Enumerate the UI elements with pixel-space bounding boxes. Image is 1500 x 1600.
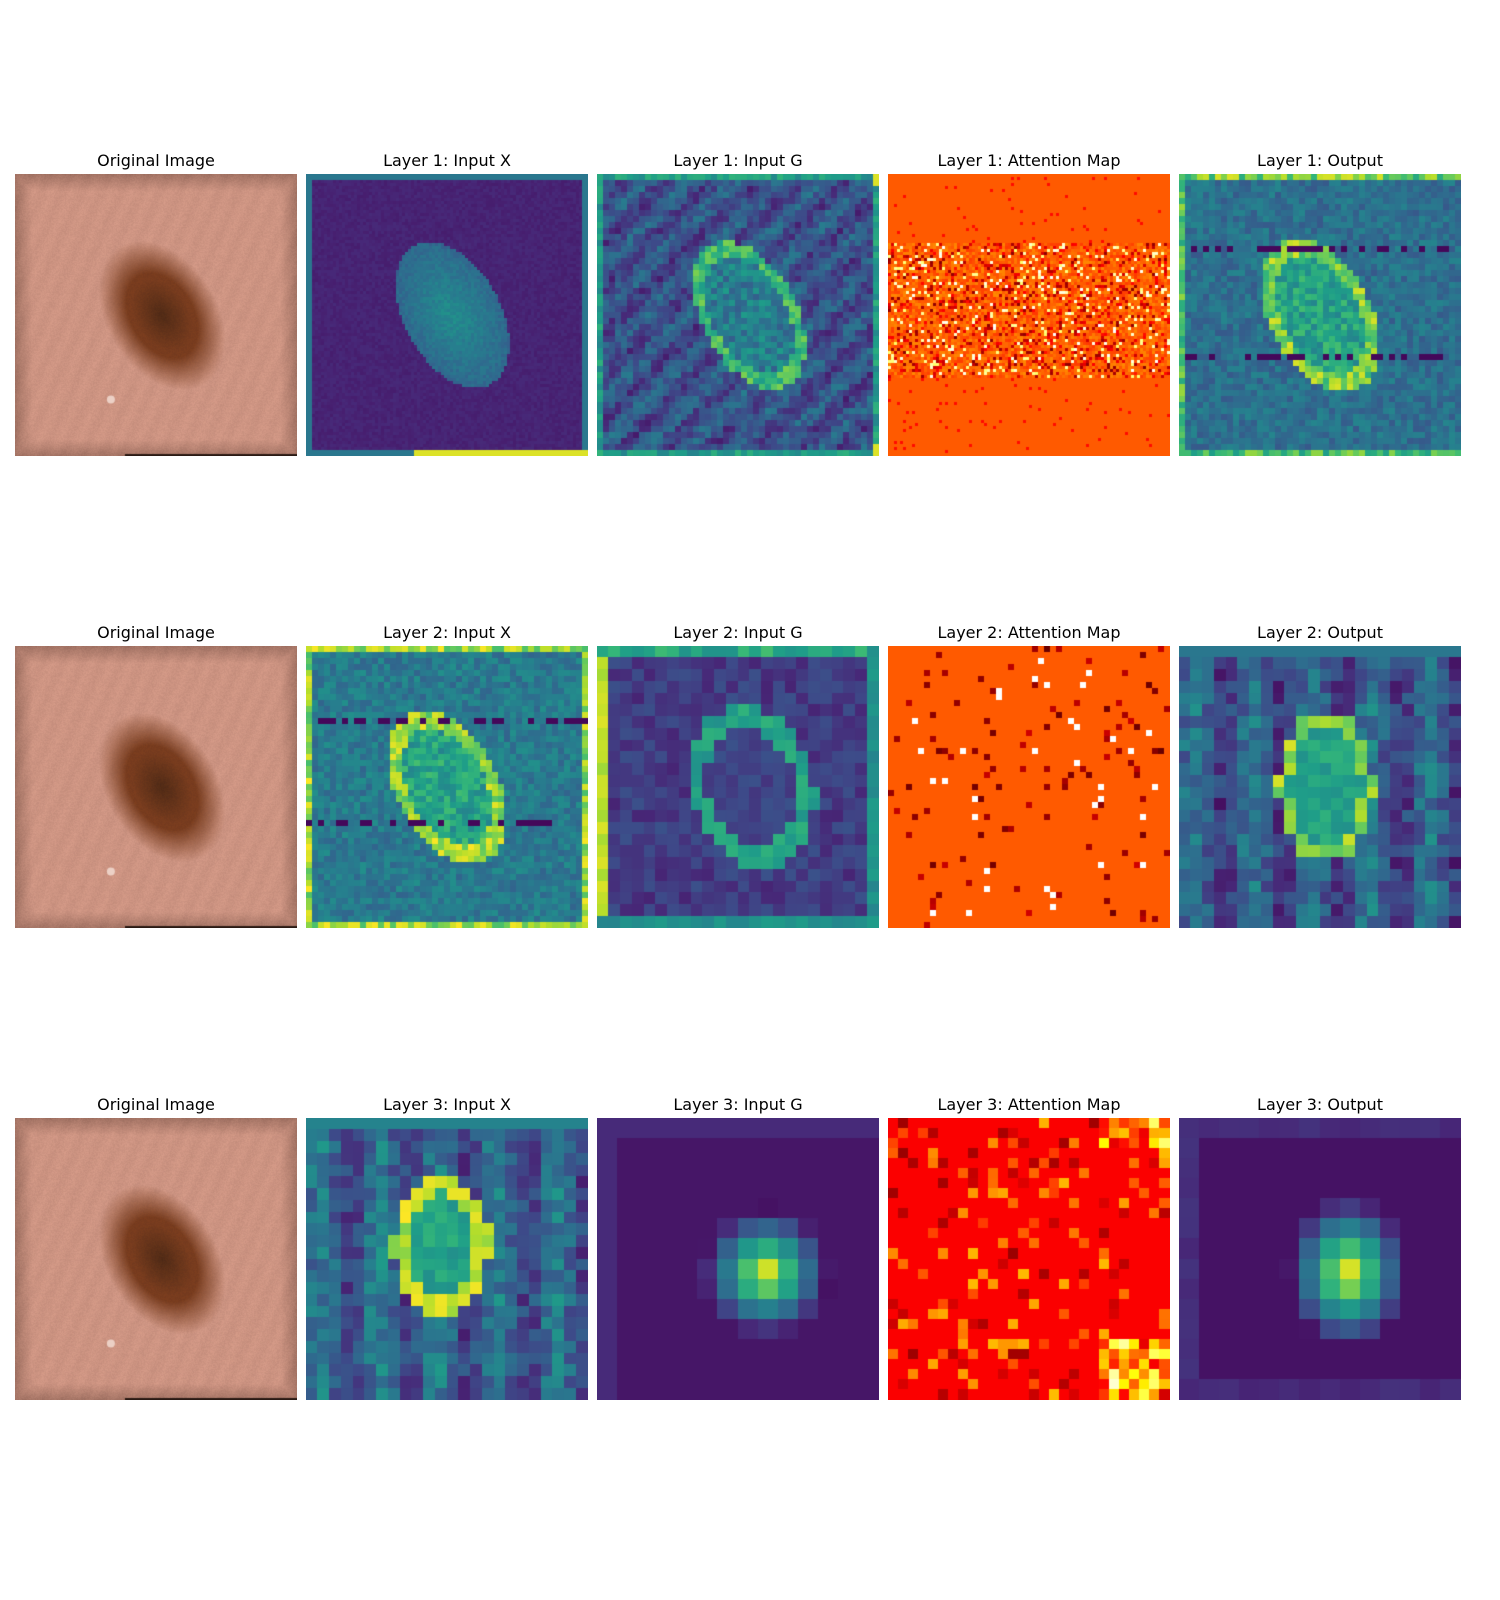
panel-title: Layer 1: Attention Map (937, 151, 1121, 170)
attention-map (888, 174, 1170, 456)
panel-input-g-row2: Layer 2: Input G (597, 622, 879, 928)
panel-title: Layer 3: Output (1257, 1095, 1383, 1114)
panel-attention-row2: Layer 2: Attention Map (888, 622, 1170, 928)
panel-input-g-row3: Layer 3: Input G (597, 1094, 879, 1400)
original-image (15, 1118, 297, 1400)
panel-original-row1: Original Image (15, 150, 297, 456)
attention-map (888, 646, 1170, 928)
input-x-heatmap (306, 1118, 588, 1400)
output-heatmap (1179, 174, 1461, 456)
panel-title: Layer 2: Input X (383, 623, 511, 642)
input-g-heatmap (597, 646, 879, 928)
panel-title: Layer 2: Attention Map (937, 623, 1121, 642)
panel-title: Layer 3: Attention Map (937, 1095, 1121, 1114)
panel-title: Layer 1: Input X (383, 151, 511, 170)
panel-title: Layer 1: Input G (673, 151, 803, 170)
panel-input-x-row1: Layer 1: Input X (306, 150, 588, 456)
panel-title: Layer 3: Input X (383, 1095, 511, 1114)
input-g-heatmap (597, 1118, 879, 1400)
panel-title: Original Image (97, 1095, 215, 1114)
attention-map (888, 1118, 1170, 1400)
panel-input-x-row3: Layer 3: Input X (306, 1094, 588, 1400)
panel-attention-row1: Layer 1: Attention Map (888, 150, 1170, 456)
panel-output-row2: Layer 2: Output (1179, 622, 1461, 928)
panel-output-row3: Layer 3: Output (1179, 1094, 1461, 1400)
input-x-heatmap (306, 174, 588, 456)
output-heatmap (1179, 646, 1461, 928)
panel-title: Original Image (97, 623, 215, 642)
panel-input-g-row1: Layer 1: Input G (597, 150, 879, 456)
original-image (15, 174, 297, 456)
panel-title: Layer 3: Input G (673, 1095, 803, 1114)
input-g-heatmap (597, 174, 879, 456)
panel-original-row2: Original Image (15, 622, 297, 928)
panel-attention-row3: Layer 3: Attention Map (888, 1094, 1170, 1400)
panel-title: Layer 1: Output (1257, 151, 1383, 170)
output-heatmap (1179, 1118, 1461, 1400)
input-x-heatmap (306, 646, 588, 928)
panel-input-x-row2: Layer 2: Input X (306, 622, 588, 928)
panel-title: Original Image (97, 151, 215, 170)
panel-title: Layer 2: Output (1257, 623, 1383, 642)
panel-title: Layer 2: Input G (673, 623, 803, 642)
original-image (15, 646, 297, 928)
panel-original-row3: Original Image (15, 1094, 297, 1400)
panel-output-row1: Layer 1: Output (1179, 150, 1461, 456)
